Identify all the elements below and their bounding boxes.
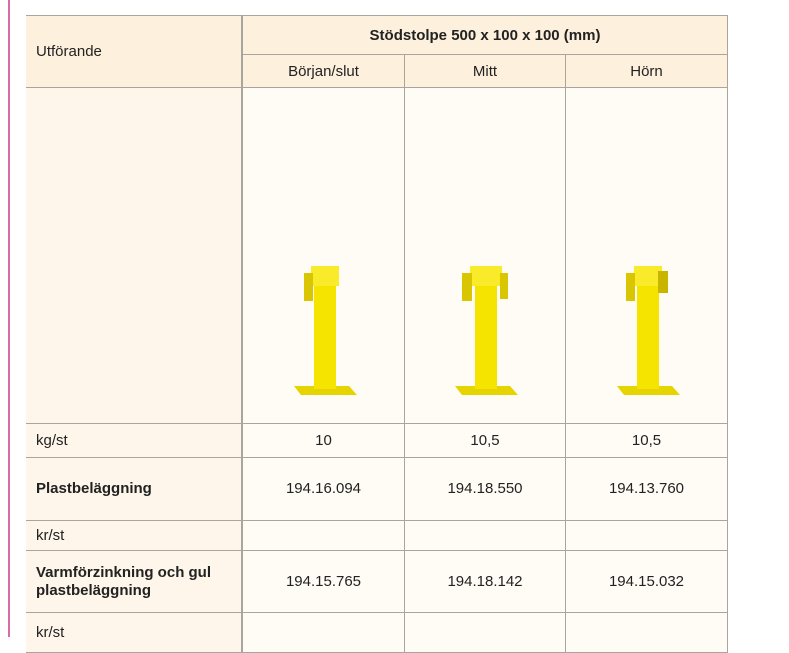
cell: 10: [242, 424, 405, 458]
table: Utförande Stödstolpe 500 x 100 x 100 (mm…: [0, 0, 789, 637]
cell: 194.15.765: [242, 551, 405, 613]
cell: 10,5: [405, 424, 566, 458]
cell: 194.18.550: [405, 458, 566, 521]
post-image: [289, 261, 359, 401]
cell: [242, 613, 405, 653]
post-image: [450, 261, 520, 401]
cell: [242, 521, 405, 551]
column-header: Mitt: [405, 55, 566, 88]
cell: [566, 521, 728, 551]
row-label: kr/st: [26, 613, 242, 653]
product-image-cell: [405, 88, 566, 424]
row-label-header: Utförande: [26, 15, 242, 88]
cell: [566, 613, 728, 653]
row-label: kr/st: [26, 521, 242, 551]
cell: 194.18.142: [405, 551, 566, 613]
cell: 194.15.032: [566, 551, 728, 613]
post-image: [612, 261, 682, 401]
cell: [405, 613, 566, 653]
cell: 194.13.760: [566, 458, 728, 521]
page: Utförande Stödstolpe 500 x 100 x 100 (mm…: [0, 0, 789, 637]
row-label: kg/st: [26, 424, 242, 458]
image-row-label: [26, 88, 242, 424]
column-header: Början/slut: [242, 55, 405, 88]
cell: 194.16.094: [242, 458, 405, 521]
row-label: Varmförzinkning och gul plastbeläggning: [26, 551, 242, 613]
column-header: Hörn: [566, 55, 728, 88]
product-image-cell: [242, 88, 405, 424]
cell: 10,5: [566, 424, 728, 458]
product-image-cell: [566, 88, 728, 424]
cell: [405, 521, 566, 551]
row-label: Plastbeläggning: [26, 458, 242, 521]
table-title: Stödstolpe 500 x 100 x 100 (mm): [242, 15, 728, 55]
